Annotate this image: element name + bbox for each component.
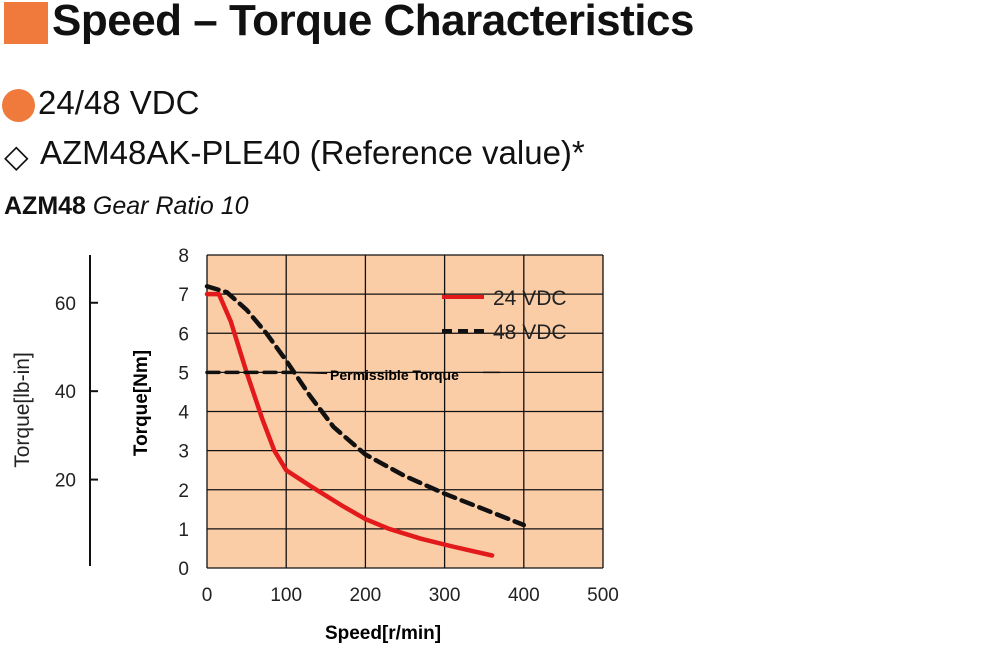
y-tick-label: 1 — [178, 520, 189, 541]
y-tick-label: 5 — [178, 363, 189, 384]
secondary-y-axis-label: Torque[lb-in] — [11, 352, 34, 468]
legend-label-48vdc: 48 VDC — [493, 321, 567, 344]
x-tick-label: 100 — [270, 585, 302, 606]
legend: 24 VDC 48 VDC — [442, 287, 567, 344]
x-axis-label: Speed[r/min] — [325, 623, 441, 644]
x-tick-label: 0 — [202, 585, 213, 606]
diamond-icon: ◇ — [4, 138, 29, 174]
y-tick-label: 6 — [178, 324, 189, 345]
y-axis-label: Torque[Nm] — [131, 350, 152, 456]
permissible-torque-annotation: Permissible Torque — [330, 367, 459, 383]
series-line-48vdc — [204, 284, 527, 528]
series-line-24vdc — [204, 291, 495, 558]
model-label: AZM48AK-PLE40 (Reference value)* — [40, 134, 585, 171]
y-tick-label: 0 — [178, 559, 189, 580]
series-label: AZM48 Gear Ratio 10 — [4, 192, 249, 221]
y-tick-label: 3 — [178, 442, 189, 463]
title-accent-block — [4, 2, 48, 44]
secondary-tick-label: 40 — [55, 382, 76, 403]
annotation-leader — [294, 371, 328, 375]
y-tick-label: 7 — [178, 285, 189, 306]
gear-ratio: Gear Ratio 10 — [92, 192, 249, 220]
series-lines — [204, 284, 527, 558]
y-tick-labels: 0 1 2 3 4 5 6 7 8 — [178, 246, 189, 580]
x-tick-label: 500 — [587, 585, 619, 606]
series-name: AZM48 — [4, 192, 86, 220]
y-tick-label: 8 — [178, 246, 189, 267]
y-tick-label: 2 — [178, 481, 189, 502]
voltage-bullet-icon — [2, 89, 35, 122]
legend-label-24vdc: 24 VDC — [493, 287, 567, 310]
y-tick-label: 4 — [178, 403, 189, 424]
x-tick-label: 200 — [350, 585, 382, 606]
x-tick-label: 400 — [508, 585, 540, 606]
page-title: Speed – Torque Characteristics — [52, 0, 694, 45]
voltage-label: 24/48 VDC — [38, 84, 200, 121]
secondary-y-axis: 20 40 60 — [55, 255, 98, 566]
x-tick-label: 300 — [429, 585, 461, 606]
secondary-tick-label: 60 — [55, 294, 76, 315]
x-tick-labels: 0 100 200 300 400 500 — [202, 585, 619, 606]
secondary-tick-label: 20 — [55, 471, 76, 492]
